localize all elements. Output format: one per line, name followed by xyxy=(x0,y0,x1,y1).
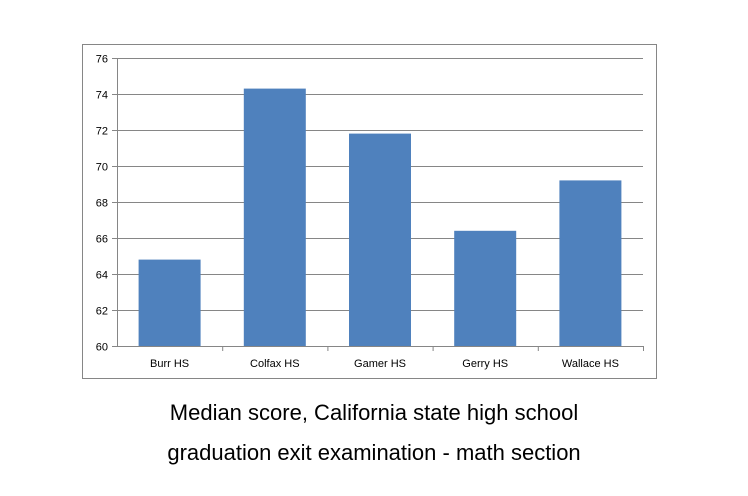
x-tick-label: Colfax HS xyxy=(250,358,300,370)
x-tick-label: Burr HS xyxy=(150,358,189,370)
y-tick-label: 64 xyxy=(96,270,108,282)
bar-gamer-hs xyxy=(349,133,411,346)
chart-title-line-1: Median score, California state high scho… xyxy=(169,400,579,425)
bar-burr-hs xyxy=(138,259,201,346)
bar-wallace-hs xyxy=(559,180,622,346)
chart-title-line-2: graduation exit examination - math secti… xyxy=(167,440,581,465)
y-tick-label: 68 xyxy=(96,198,108,210)
y-tick-label: 70 xyxy=(96,162,108,174)
y-tick-label: 66 xyxy=(96,234,108,246)
bar-gerry-hs xyxy=(454,230,517,346)
chart-area xyxy=(82,44,657,379)
y-tick-label: 72 xyxy=(96,126,108,138)
bar-colfax-hs xyxy=(243,88,306,346)
y-tick-label: 76 xyxy=(96,54,108,66)
y-tick-label: 74 xyxy=(96,90,108,102)
x-tick-label: Gamer HS xyxy=(354,358,406,370)
y-tick-label: 60 xyxy=(96,342,108,354)
x-tick-label: Wallace HS xyxy=(562,358,619,370)
x-tick-label: Gerry HS xyxy=(462,358,508,370)
y-tick-label: 62 xyxy=(96,306,108,318)
